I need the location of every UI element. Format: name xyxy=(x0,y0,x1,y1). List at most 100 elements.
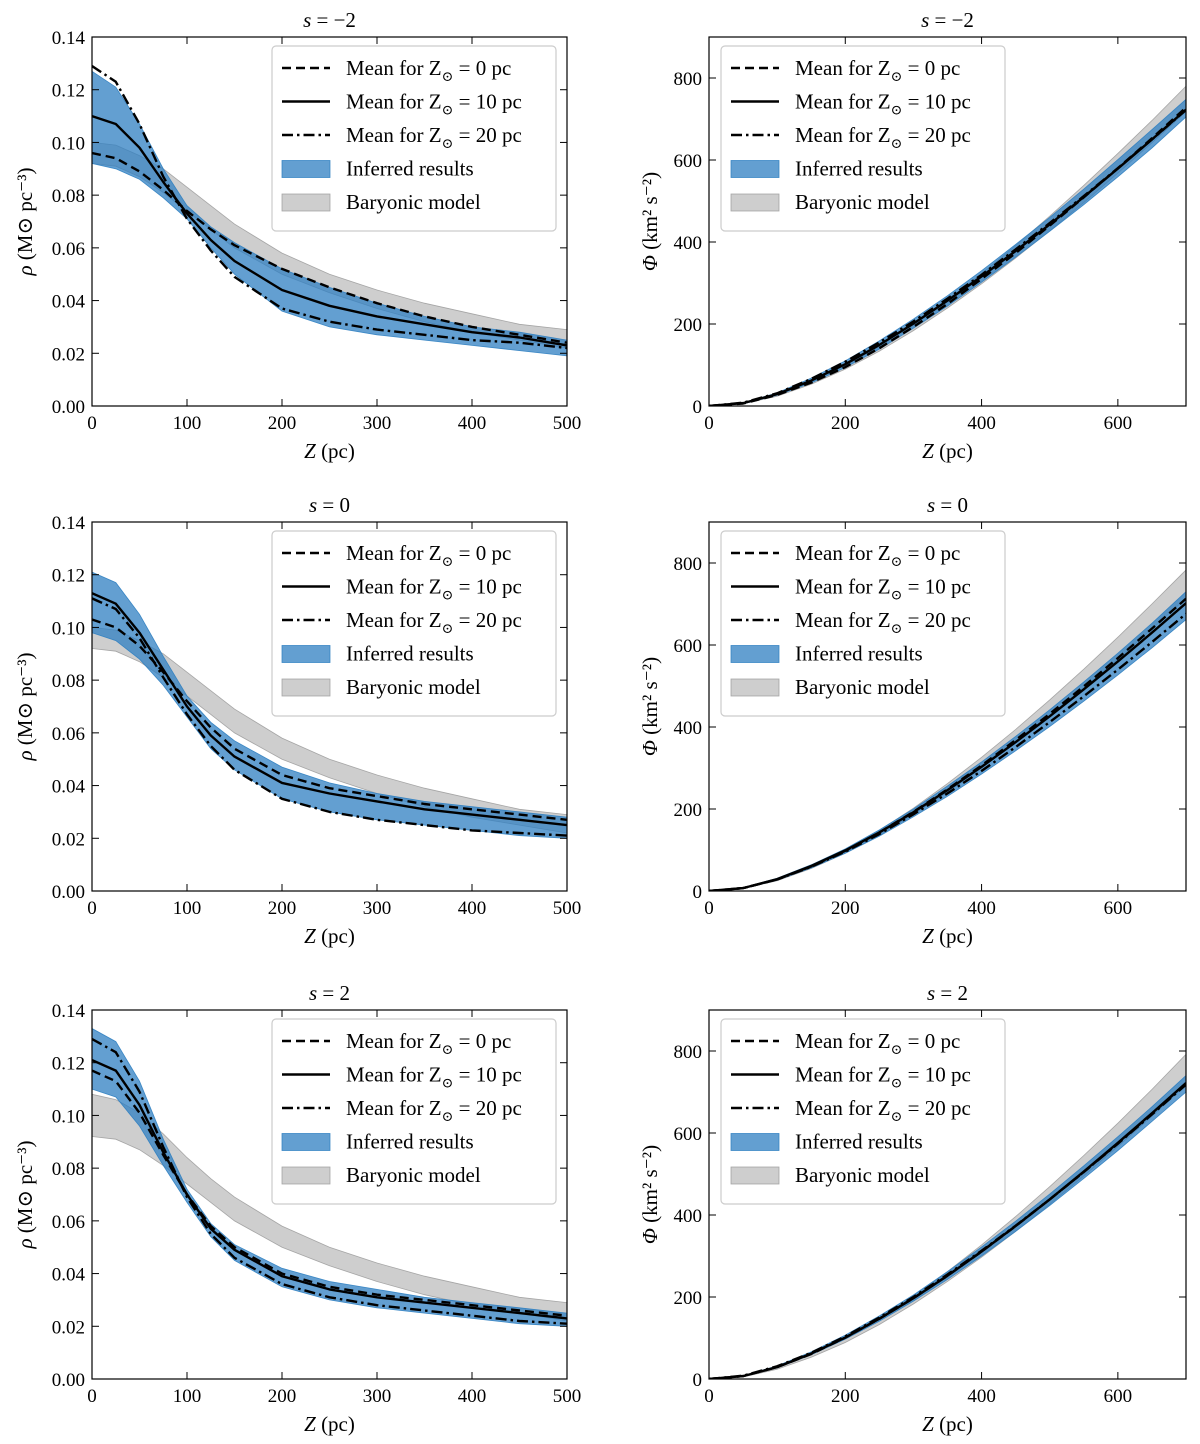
legend-frame xyxy=(271,45,557,232)
x-axis-label: Z (pc) xyxy=(304,1412,355,1436)
plot-area xyxy=(709,1053,1186,1379)
legend-sun-subscript: ⊙ xyxy=(891,70,903,85)
y-axis-variable: ρ xyxy=(13,750,37,761)
title-value: 2 xyxy=(958,981,969,1005)
x-tick-label: 600 xyxy=(1104,1386,1133,1407)
legend-label: Mean for Z⊙ = 0 pc xyxy=(795,1029,960,1058)
y-axis-label: ρ (M⊙ pc⁻³) xyxy=(13,652,37,761)
legend-sun-subscript: ⊙ xyxy=(891,137,903,152)
series-line-dashdot xyxy=(709,612,1186,891)
legend-label-prefix: Mean for Z xyxy=(346,90,442,114)
x-tick-label: 200 xyxy=(831,413,860,434)
y-axis-label: ρ (M⊙ pc⁻³) xyxy=(13,1140,37,1249)
y-axis-unit: (M⊙ pc⁻³) xyxy=(13,1140,37,1238)
y-axis-label: Φ (km² s⁻²) xyxy=(638,657,662,756)
axes-frame xyxy=(708,1009,1187,1380)
title-equals: = xyxy=(317,981,339,1005)
legend-label-suffix: = 10 pc xyxy=(453,1063,521,1087)
series-line-solid xyxy=(92,592,567,827)
legend-label: Inferred results xyxy=(346,1130,474,1154)
inferred-results-band xyxy=(709,591,1186,891)
x-tick-label: 0 xyxy=(87,1386,97,1407)
title-variable: s xyxy=(309,493,317,517)
y-tick-label: 0.02 xyxy=(52,1317,85,1338)
x-axis-variable: Z xyxy=(922,1412,934,1436)
legend-swatch-band xyxy=(730,1133,780,1151)
series-line-solid xyxy=(92,114,567,347)
title-equals: = xyxy=(317,493,339,517)
legend-swatch-band xyxy=(730,678,780,697)
legend-sun-subscript: ⊙ xyxy=(442,104,454,119)
legend-label-suffix: = 10 pc xyxy=(902,90,970,114)
x-axis-unit: (pc) xyxy=(316,924,355,948)
legend-label-suffix: = 0 pc xyxy=(902,56,960,80)
legend-sun-subscript: ⊙ xyxy=(891,1043,903,1058)
legend-label-suffix: = 0 pc xyxy=(453,541,511,565)
y-tick-label: 0.04 xyxy=(52,292,86,313)
legend-label-prefix: Mean for Z xyxy=(795,56,891,80)
y-tick-label: 0.00 xyxy=(52,882,85,903)
axes-frame xyxy=(708,36,1187,407)
y-axis-variable: Φ xyxy=(638,1228,662,1244)
x-tick-label: 400 xyxy=(458,1386,487,1407)
title-value: −2 xyxy=(334,8,356,32)
series-line-dashdot xyxy=(709,1083,1186,1379)
legend-swatch-band xyxy=(730,645,780,663)
y-axis-label: ρ (M⊙ pc⁻³) xyxy=(13,167,37,276)
y-tick-label: 800 xyxy=(674,554,703,575)
y-tick-label: 0.04 xyxy=(52,1265,86,1286)
x-axis-label: Z (pc) xyxy=(922,1412,973,1436)
series-line-dashdot xyxy=(92,65,567,350)
y-tick-label: 400 xyxy=(674,718,703,739)
axes-frame xyxy=(91,36,568,407)
y-tick-label: 0 xyxy=(693,397,703,418)
x-axis-label: Z (pc) xyxy=(922,924,973,948)
y-axis-label: Φ (km² s⁻²) xyxy=(638,1145,662,1244)
x-tick-label: 0 xyxy=(704,1386,714,1407)
x-tick-label: 100 xyxy=(173,1386,202,1407)
legend-label-prefix: Mean for Z xyxy=(346,541,442,565)
y-axis-label: Φ (km² s⁻²) xyxy=(638,172,662,271)
y-tick-label: 0.08 xyxy=(52,186,85,207)
x-tick-label: 500 xyxy=(553,413,582,434)
y-tick-label: 200 xyxy=(674,800,703,821)
legend-label: Baryonic model xyxy=(346,675,481,699)
panel-3: s = 00 100 200 300 400 5000.000.020.040.060.0… xyxy=(13,493,581,948)
legend-label-prefix: Mean for Z xyxy=(795,123,891,147)
legend-label-suffix: = 20 pc xyxy=(453,123,521,147)
legend-label: Mean for Z⊙ = 20 pc xyxy=(346,123,522,152)
y-axis-unit: (M⊙ pc⁻³) xyxy=(13,652,37,750)
plot-area xyxy=(709,569,1186,891)
legend-label: Mean for Z⊙ = 10 pc xyxy=(795,90,971,119)
legend-label-prefix: Mean for Z xyxy=(346,1096,442,1120)
y-tick-label: 0.08 xyxy=(52,671,85,692)
legend-swatch-band xyxy=(281,645,331,663)
legend-swatch-band xyxy=(730,160,780,178)
legend-label: Mean for Z⊙ = 20 pc xyxy=(795,608,971,637)
legend-label-suffix: = 20 pc xyxy=(453,1096,521,1120)
legend-label-prefix: Mean for Z xyxy=(795,90,891,114)
x-tick-label: 200 xyxy=(831,898,860,919)
title-value: 0 xyxy=(958,493,969,517)
legend-label: Mean for Z⊙ = 0 pc xyxy=(346,56,511,85)
legend-label: Mean for Z⊙ = 20 pc xyxy=(346,1096,522,1125)
legend-label: Mean for Z⊙ = 10 pc xyxy=(795,575,971,604)
legend-label: Mean for Z⊙ = 0 pc xyxy=(346,541,511,570)
plot-area xyxy=(709,85,1186,406)
x-axis-label: Z (pc) xyxy=(304,439,355,463)
legend-sun-subscript: ⊙ xyxy=(442,555,454,570)
y-tick-label: 0.02 xyxy=(52,829,85,850)
x-tick-label: 400 xyxy=(967,1386,996,1407)
title-value: 0 xyxy=(340,493,351,517)
panel-2: s = −2 0 200 400 600 0 200 400 600 800 Z (pc) Φ (km… xyxy=(638,8,1187,463)
y-tick-label: 600 xyxy=(674,151,703,172)
y-tick-label: 0.08 xyxy=(52,1159,85,1180)
y-tick-label: 0.02 xyxy=(52,344,85,365)
x-tick-label: 0 xyxy=(87,413,97,434)
y-tick-label: 0.12 xyxy=(52,566,85,587)
legend-label: Mean for Z⊙ = 20 pc xyxy=(795,123,971,152)
legend-sun-subscript: ⊙ xyxy=(891,622,903,637)
axes-frame xyxy=(91,521,568,892)
